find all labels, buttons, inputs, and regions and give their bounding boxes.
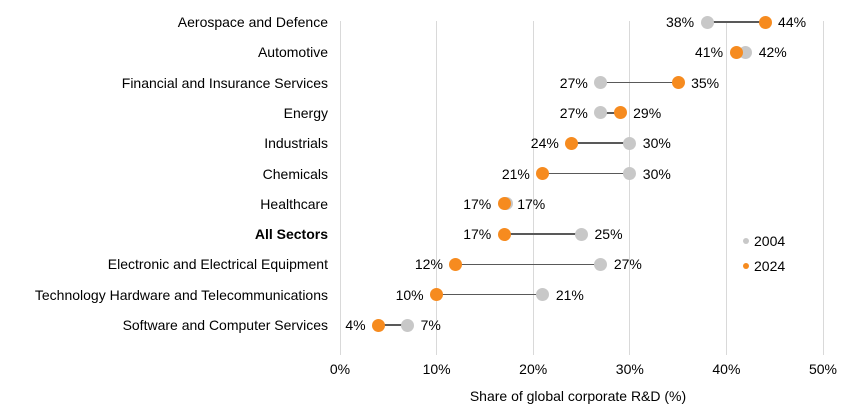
value-label-right: 7% — [420, 317, 441, 333]
legend-entry-2004: 2004 — [743, 228, 785, 253]
dumbbell-connector — [542, 172, 630, 175]
legend-dot-2004 — [743, 237, 749, 244]
category-label: All Sectors — [254, 226, 328, 243]
dot-2024 — [613, 106, 627, 120]
value-label-right: 30% — [642, 165, 671, 182]
value-label-right: 35% — [691, 74, 720, 91]
dot-2024 — [449, 257, 463, 271]
x-tick-label: 0% — [329, 361, 351, 377]
gridline-20% — [532, 21, 534, 355]
value-label-left: 12% — [414, 256, 443, 273]
dot-2024 — [565, 136, 579, 150]
dumbbell-connector — [504, 233, 582, 235]
dot-2024 — [729, 45, 743, 59]
value-label-left: 21% — [501, 165, 530, 182]
value-label-right: 42% — [758, 44, 787, 61]
gridline-0% — [339, 21, 341, 355]
value-label-left: 27% — [559, 104, 588, 121]
category-label: Chemicals — [262, 165, 328, 182]
dot-2024 — [372, 318, 386, 332]
dot-2004 — [401, 318, 415, 332]
category-label: Industrials — [264, 135, 328, 152]
dumbbell-connector — [571, 142, 630, 144]
legend-label: 2004 — [754, 232, 786, 249]
dumbbell-connector — [436, 293, 543, 296]
dumbbell-connector — [600, 112, 621, 114]
dot-2004 — [623, 136, 637, 150]
x-tick-label: 20% — [519, 361, 548, 377]
dot-2004 — [594, 257, 608, 271]
value-label-right: 27% — [613, 256, 642, 273]
x-tick-label: 10% — [422, 361, 451, 377]
value-label-right: 29% — [633, 104, 662, 121]
dumbbell-connector — [600, 81, 679, 84]
dumbbell-connector — [378, 324, 408, 326]
dot-2004 — [594, 76, 608, 90]
value-label-right: 30% — [642, 135, 671, 152]
value-label-left: 38% — [666, 14, 695, 30]
value-label-left: 24% — [530, 135, 559, 152]
value-label-right: 25% — [594, 226, 623, 243]
dot-2024 — [671, 76, 685, 90]
value-label-right: 17% — [517, 195, 546, 212]
value-label-left: 27% — [559, 74, 588, 91]
value-label-left: 17% — [463, 195, 492, 212]
value-label-left: 4% — [345, 317, 366, 333]
chart-legend: 2004 2024 — [743, 228, 785, 278]
value-label-left: 17% — [463, 226, 492, 243]
dot-2004 — [594, 106, 608, 120]
dot-2024 — [430, 288, 444, 302]
x-tick-label: 40% — [712, 361, 741, 377]
x-tick-label: 30% — [615, 361, 644, 377]
value-label-right: 44% — [778, 14, 807, 30]
category-label: Financial and Insurance Services — [121, 74, 328, 91]
dumbbell-connector — [455, 263, 601, 266]
gridline-50% — [822, 21, 824, 355]
category-label: Aerospace and Defence — [177, 14, 328, 30]
dot-2024 — [497, 227, 511, 241]
gridline-40% — [725, 21, 727, 355]
dot-2004 — [700, 15, 714, 29]
category-label: Energy — [283, 104, 328, 121]
dot-2024 — [758, 15, 772, 29]
x-tick-label: 50% — [808, 361, 838, 377]
category-label: Electronic and Electrical Equipment — [107, 256, 328, 273]
gridline-10% — [436, 21, 438, 355]
dot-2004 — [575, 227, 588, 241]
dot-2004 — [623, 167, 637, 180]
dot-2024 — [536, 167, 550, 180]
gridline-30% — [629, 21, 631, 355]
legend-entry-2024: 2024 — [743, 253, 785, 278]
dot-2004 — [536, 288, 550, 302]
category-label: Software and Computer Services — [122, 317, 328, 333]
category-label: Healthcare — [260, 195, 328, 212]
value-label-left: 10% — [395, 286, 424, 303]
legend-dot-2024 — [743, 262, 749, 269]
category-label: Automotive — [257, 44, 328, 61]
dumbbell-connector — [707, 21, 766, 23]
dot-2024 — [497, 197, 511, 211]
x-axis-title: Share of global corporate R&D (%) — [469, 388, 687, 404]
value-label-right: 21% — [555, 286, 584, 303]
category-label: Technology Hardware and Telecommunicatio… — [34, 286, 328, 303]
legend-label: 2024 — [754, 257, 786, 274]
value-label-left: 41% — [695, 44, 724, 61]
